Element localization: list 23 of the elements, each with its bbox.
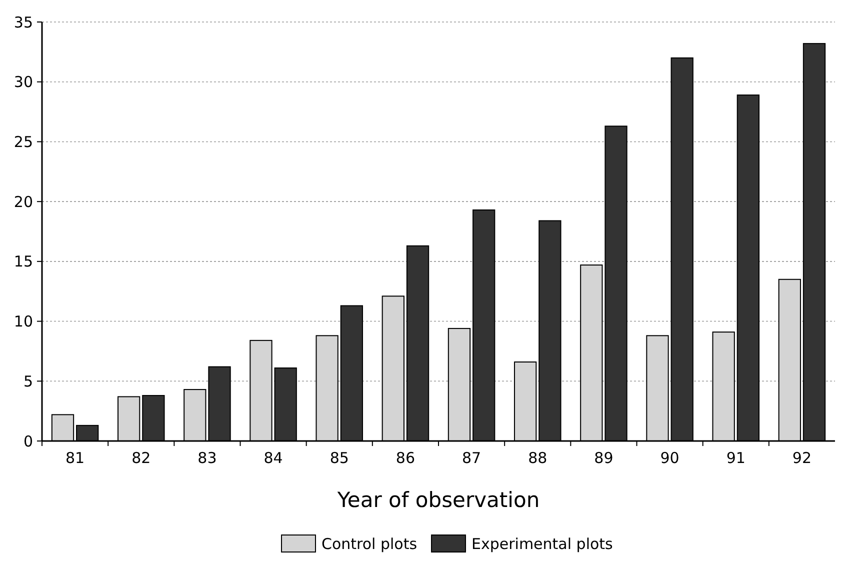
x-tick-label: 92 xyxy=(792,449,812,467)
x-tick-label: 81 xyxy=(65,449,85,467)
x-tick-label: 84 xyxy=(264,449,283,467)
x-tick-label: 87 xyxy=(462,449,482,467)
x-tick-label: 85 xyxy=(330,449,349,467)
legend-label: Experimental plots xyxy=(472,535,614,553)
y-tick-label: 20 xyxy=(14,192,33,211)
y-tick-label: 35 xyxy=(14,13,33,32)
x-tick-label: 86 xyxy=(396,449,416,467)
x-tick-label: 83 xyxy=(198,449,217,467)
y-tick-label: 25 xyxy=(14,132,33,151)
x-tick-label: 82 xyxy=(132,449,151,467)
y-tick-label: 5 xyxy=(23,372,33,390)
x-tick-label: 90 xyxy=(660,449,680,467)
x-tick-label: 91 xyxy=(726,449,746,467)
legend-label: Control plots xyxy=(322,535,418,553)
x-tick-label: 88 xyxy=(528,449,548,467)
y-tick-label: 30 xyxy=(14,73,33,92)
x-tick-label: 89 xyxy=(594,449,614,467)
y-tick-label: 15 xyxy=(14,252,33,271)
x-axis-title: Year of observation xyxy=(336,488,540,512)
y-tick-label: 10 xyxy=(14,312,33,331)
y-tick-label: 0 xyxy=(23,432,33,450)
